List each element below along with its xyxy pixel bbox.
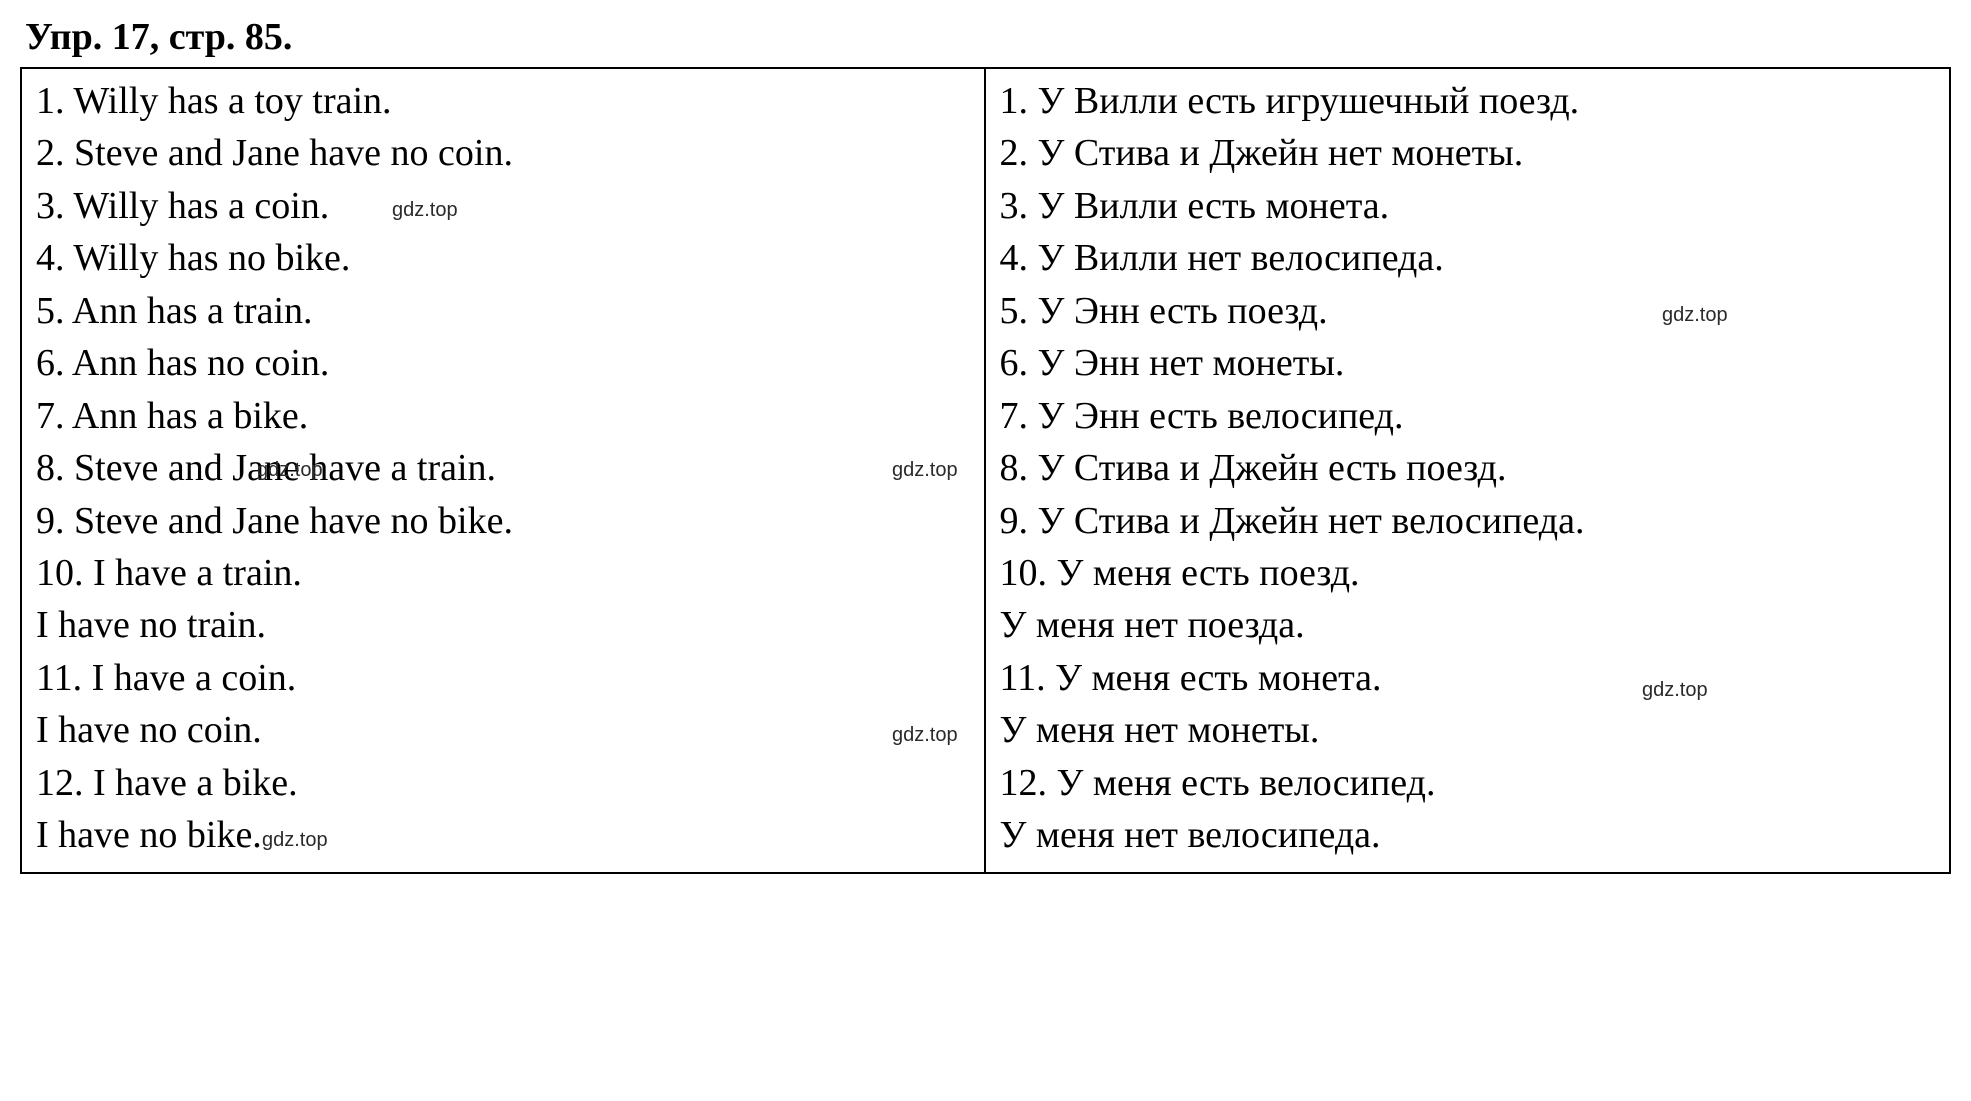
en-line-6: 6. Ann has no coin.: [36, 337, 970, 389]
en-line-15: I have no bike.: [36, 809, 970, 861]
ru-line-11: У меня нет поезда.: [1000, 599, 1936, 651]
ru-line-4: 4. У Вилли нет велосипеда.: [1000, 232, 1936, 284]
en-line-14: 12. I have a bike.: [36, 757, 970, 809]
ru-line-9: 9. У Стива и Джейн нет велосипеда.: [1000, 495, 1936, 547]
exercise-heading: Упр. 17, стр. 85.: [20, 15, 1951, 59]
english-column: 1. Willy has a toy train. 2. Steve and J…: [22, 69, 986, 872]
en-line-3: 3. Willy has a coin.: [36, 180, 970, 232]
en-line-9: 9. Steve and Jane have no bike.: [36, 495, 970, 547]
ru-line-10: 10. У меня есть поезд.: [1000, 547, 1936, 599]
en-line-12: 11. I have a coin.: [36, 652, 970, 704]
ru-line-2: 2. У Стива и Джейн нет монеты.: [1000, 127, 1936, 179]
en-line-13: I have no coin.: [36, 704, 970, 756]
en-line-8: 8. Steve and Jane have a train.: [36, 442, 970, 494]
russian-column: 1. У Вилли есть игрушечный поезд. 2. У С…: [986, 69, 1950, 872]
en-line-1: 1. Willy has a toy train.: [36, 75, 970, 127]
ru-line-5: 5. У Энн есть поезд.: [1000, 285, 1936, 337]
en-line-10: 10. I have a train.: [36, 547, 970, 599]
en-line-2: 2. Steve and Jane have no coin.: [36, 127, 970, 179]
en-line-11: I have no train.: [36, 599, 970, 651]
ru-line-13: У меня нет монеты.: [1000, 704, 1936, 756]
ru-line-15: У меня нет велосипеда.: [1000, 809, 1936, 861]
ru-line-7: 7. У Энн есть велосипед.: [1000, 390, 1936, 442]
ru-line-12: 11. У меня есть монета.: [1000, 652, 1936, 704]
ru-line-14: 12. У меня есть велосипед.: [1000, 757, 1936, 809]
en-line-4: 4. Willy has no bike.: [36, 232, 970, 284]
ru-line-1: 1. У Вилли есть игрушечный поезд.: [1000, 75, 1936, 127]
en-line-7: 7. Ann has a bike.: [36, 390, 970, 442]
ru-line-6: 6. У Энн нет монеты.: [1000, 337, 1936, 389]
ru-line-8: 8. У Стива и Джейн есть поезд.: [1000, 442, 1936, 494]
ru-line-3: 3. У Вилли есть монета.: [1000, 180, 1936, 232]
en-line-5: 5. Ann has a train.: [36, 285, 970, 337]
two-column-table: 1. Willy has a toy train. 2. Steve and J…: [20, 67, 1951, 874]
